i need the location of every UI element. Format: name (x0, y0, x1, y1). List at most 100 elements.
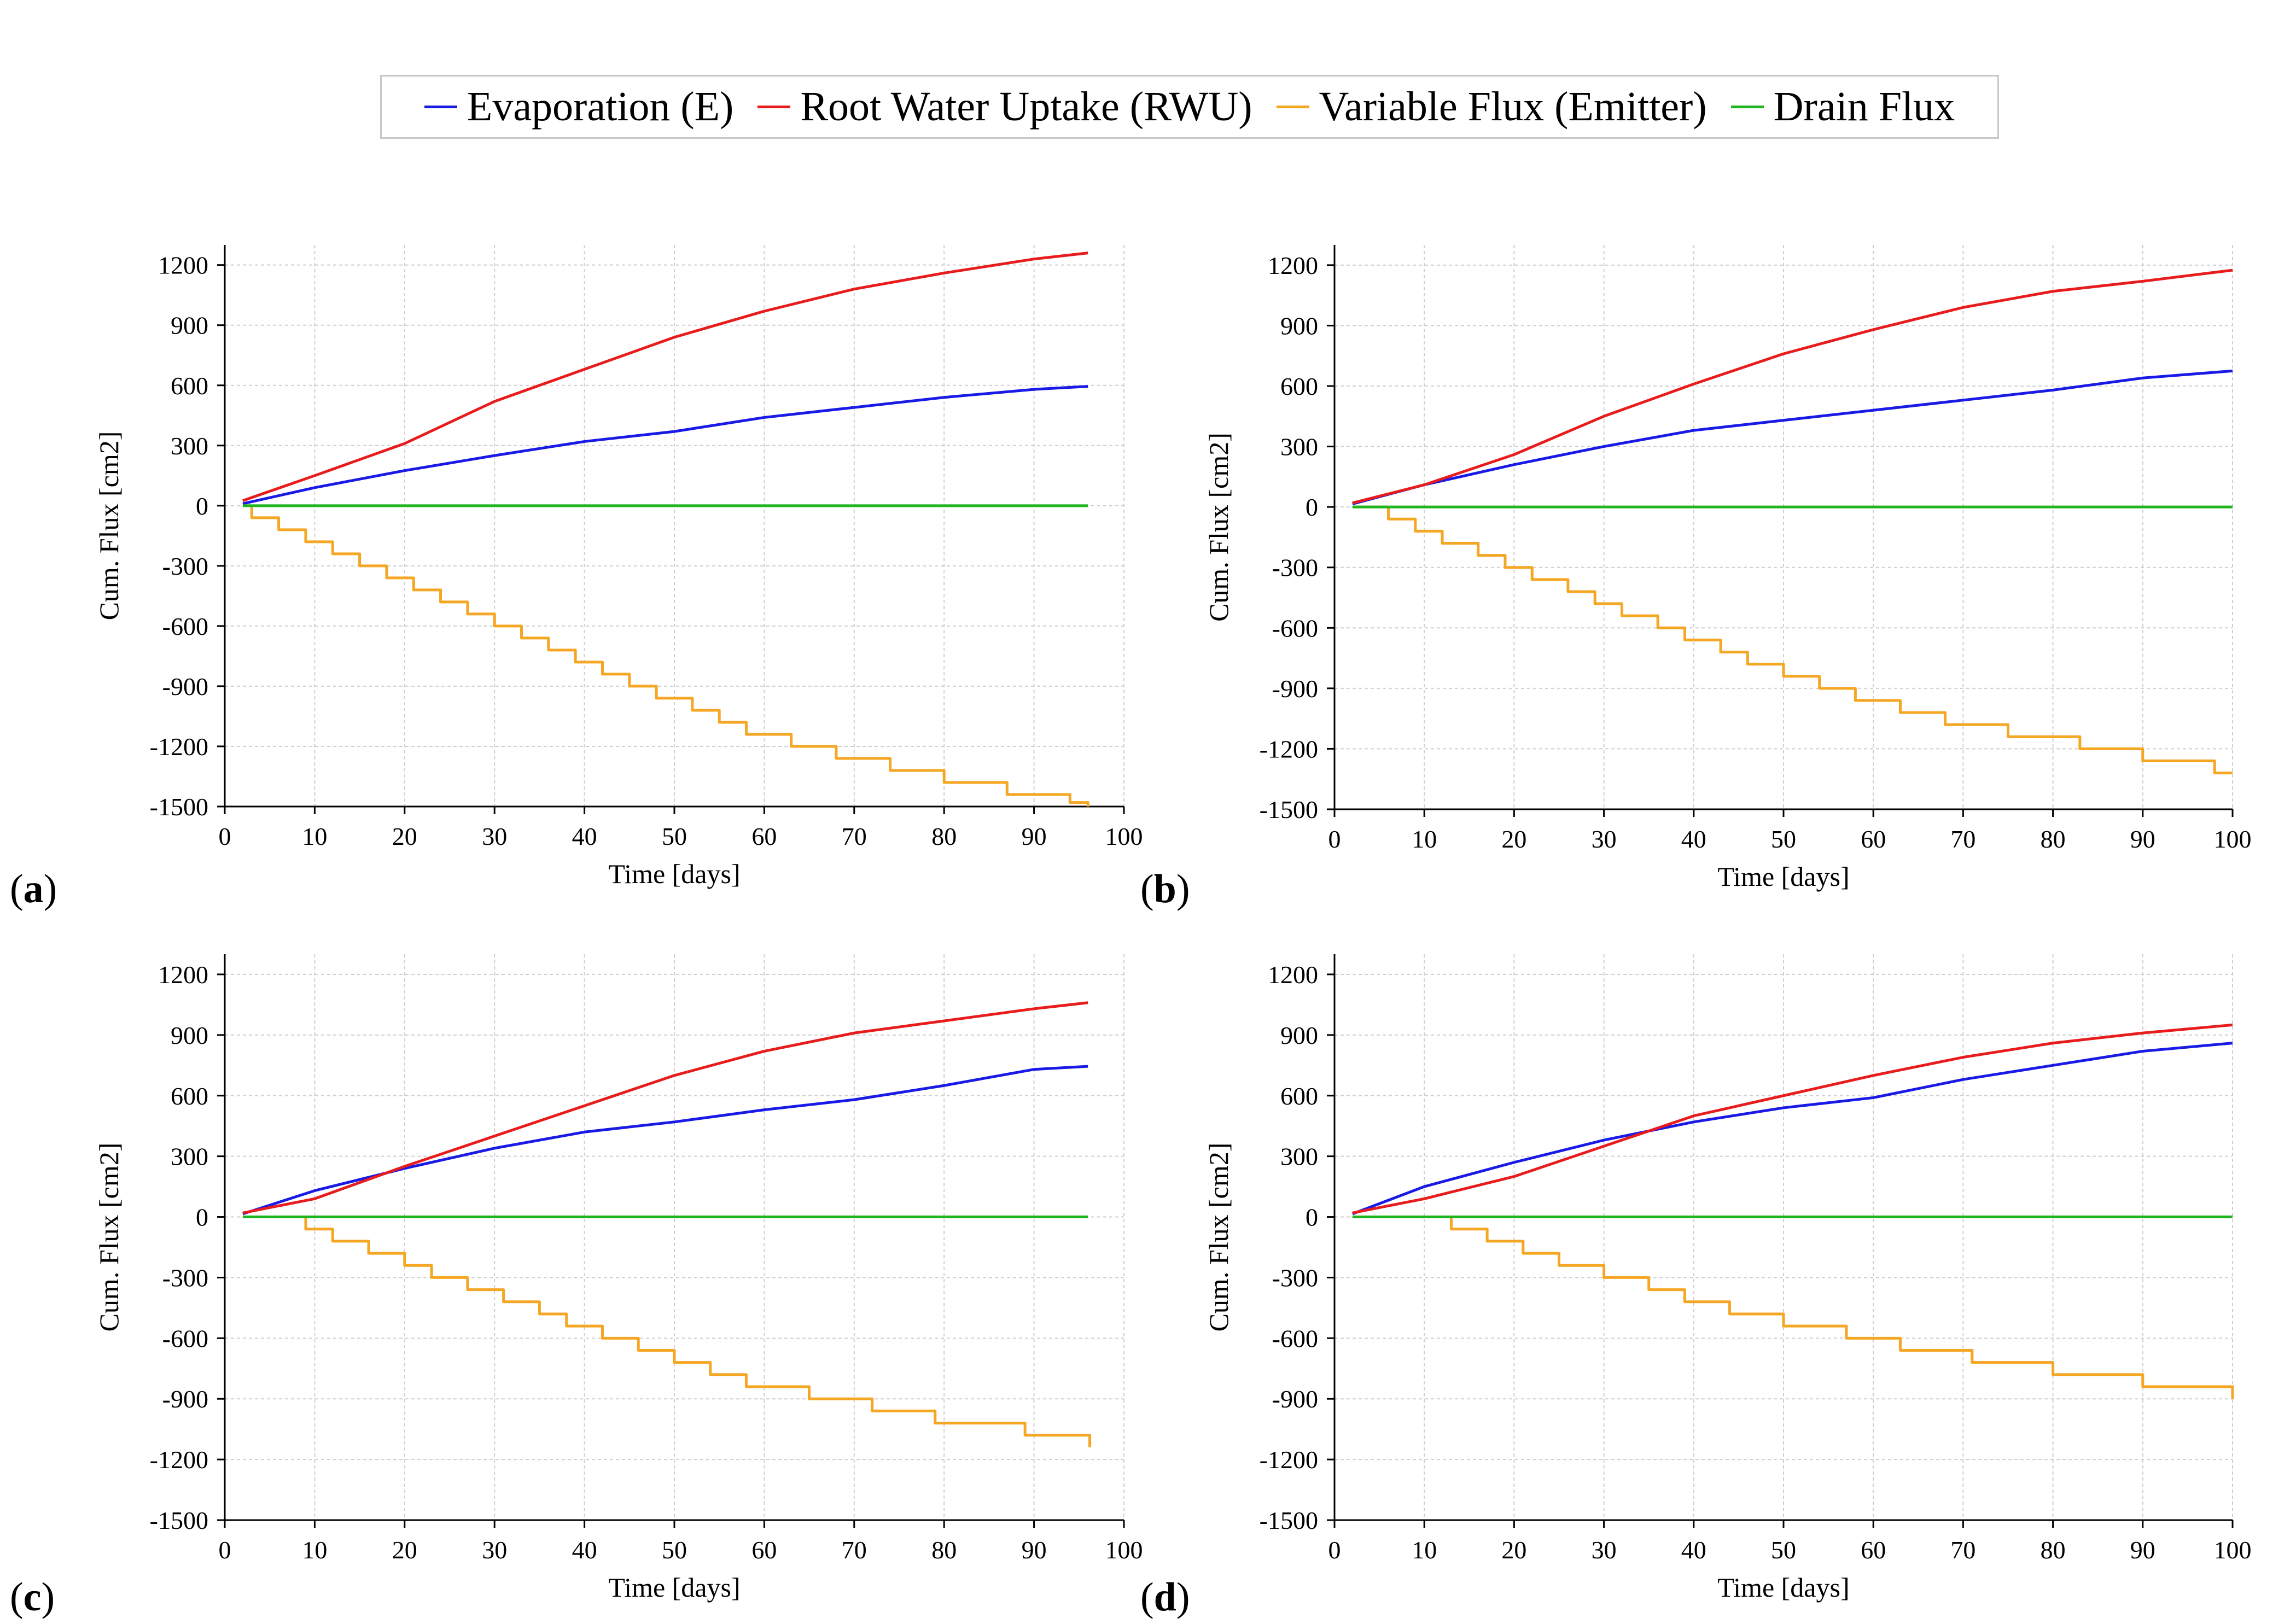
x-tick-label: 30 (1592, 825, 1617, 853)
y-tick-label: 600 (171, 1082, 208, 1110)
x-tick-label: 50 (662, 1536, 687, 1564)
y-tick-label: -300 (162, 552, 208, 580)
legend-label-drain-flux: Drain Flux (1773, 84, 1955, 130)
x-axis-label: Time [days] (608, 858, 740, 889)
x-tick-label: 0 (1328, 825, 1341, 853)
y-tick-label: -1200 (1260, 735, 1318, 763)
x-tick-label: 20 (392, 822, 417, 850)
x-tick-label: 80 (2041, 1536, 2066, 1564)
x-tick-label: 10 (302, 822, 327, 850)
y-tick-label: -300 (1272, 554, 1318, 582)
panel-label-a: (a) (10, 867, 57, 912)
y-tick-label: 900 (1280, 1021, 1318, 1049)
x-tick-label: 70 (842, 822, 867, 850)
y-tick-label: 1200 (158, 252, 208, 279)
x-tick-label: 40 (1681, 825, 1706, 853)
y-tick-label: -1500 (150, 1506, 208, 1534)
y-tick-label: -1500 (1260, 796, 1318, 823)
x-tick-label: 40 (572, 1536, 597, 1564)
x-tick-label: 30 (1592, 1536, 1617, 1564)
x-tick-label: 90 (1022, 822, 1047, 850)
legend-item-variable-flux: Variable Flux (Emitter) (1276, 83, 1707, 131)
x-tick-label: 50 (1771, 1536, 1796, 1564)
x-tick-label: 30 (482, 1536, 507, 1564)
x-tick-label: 0 (1328, 1536, 1341, 1564)
x-tick-label: 90 (2130, 1536, 2155, 1564)
legend-item-root-water-uptake: Root Water Uptake (RWU) (757, 83, 1252, 131)
y-tick-label: 1200 (1268, 252, 1318, 279)
y-tick-label: 300 (1280, 1143, 1318, 1171)
y-tick-label: 0 (1306, 1204, 1318, 1231)
series-line-evaporation-e (242, 1065, 1088, 1216)
y-tick-label: -600 (162, 612, 208, 640)
y-tick-label: 0 (1306, 493, 1318, 521)
x-tick-label: 60 (1861, 1536, 1886, 1564)
chart-panel-a: 0 10 20 30 40 50 60 70 80 90 100 -1500 -1200 -900 -600… (10, 245, 1143, 912)
y-axis-label: Cum. Flux [cm2] (1203, 433, 1234, 622)
y-tick-label: 600 (1280, 372, 1318, 400)
x-tick-label: 0 (219, 1536, 231, 1564)
panel-label-d: (d) (1140, 1575, 1190, 1620)
y-tick-label: -900 (1272, 675, 1318, 703)
x-tick-label: 10 (1412, 825, 1437, 853)
y-tick-label: 300 (1280, 433, 1318, 461)
x-tick-label: 20 (1501, 1536, 1526, 1564)
x-tick-label: 100 (1105, 822, 1143, 850)
x-axis-label: Time [days] (1717, 861, 1849, 892)
y-tick-label: 300 (171, 1143, 208, 1171)
chart-panel-c: 0 10 20 30 40 50 60 70 80 90 100 -1500 -1200 -900 -600… (10, 954, 1143, 1620)
series-line-root-water-uptake-rwu (242, 1001, 1088, 1214)
x-tick-label: 60 (751, 822, 777, 850)
x-tick-label: 100 (1105, 1536, 1143, 1564)
x-tick-label: 40 (572, 822, 597, 850)
x-tick-label: 10 (1412, 1536, 1437, 1564)
x-tick-label: 20 (392, 1536, 417, 1564)
y-tick-label: 1200 (158, 961, 208, 989)
series-line-root-water-uptake-rwu (1352, 1023, 2233, 1214)
x-axis-label: Time [days] (608, 1572, 740, 1603)
legend-swatch-drain-flux (1730, 106, 1764, 108)
y-tick-label: 300 (171, 432, 208, 460)
x-tick-label: 50 (662, 822, 687, 850)
x-tick-label: 80 (931, 1536, 957, 1564)
y-tick-label: 1200 (1268, 961, 1318, 989)
legend-item-evaporation: Evaporation (E) (424, 83, 733, 131)
series-line-evaporation-e (1351, 1042, 2233, 1216)
legend-swatch-variable-flux (1276, 106, 1309, 108)
x-tick-label: 80 (931, 822, 957, 850)
x-tick-label: 30 (482, 822, 507, 850)
x-tick-label: 70 (842, 1536, 867, 1564)
x-tick-label: 60 (751, 1536, 777, 1564)
legend-label-evaporation: Evaporation (E) (467, 84, 734, 130)
legend-swatch-root-water-uptake (757, 106, 791, 108)
legend-label-root-water-uptake: Root Water Uptake (RWU) (800, 84, 1252, 130)
panel-label-b: (b) (1140, 867, 1190, 912)
chart-panel-b: 0 10 20 30 40 50 60 70 80 90 100 -1500 -1200 -900 -600… (1140, 245, 2252, 912)
y-tick-label: -900 (162, 1385, 208, 1413)
y-axis-label: Cum. Flux [cm2] (1203, 1143, 1234, 1332)
y-tick-label: -900 (162, 673, 208, 700)
y-tick-label: -600 (1272, 614, 1318, 642)
series-line-variable-flux-emitter (242, 1216, 1092, 1447)
y-tick-label: -1500 (1260, 1506, 1318, 1534)
y-axis-label: Cum. Flux [cm2] (94, 431, 124, 621)
y-axis-label: Cum. Flux [cm2] (94, 1143, 124, 1332)
y-tick-label: -1200 (150, 733, 208, 761)
panel-label-c: (c) (10, 1575, 55, 1620)
y-tick-label: 900 (171, 312, 208, 340)
x-tick-label: 90 (1022, 1536, 1047, 1564)
x-tick-label: 20 (1501, 825, 1526, 853)
x-tick-label: 50 (1771, 825, 1796, 853)
x-tick-label: 10 (302, 1536, 327, 1564)
legend-label-variable-flux: Variable Flux (Emitter) (1319, 84, 1707, 130)
y-tick-label: -1200 (1260, 1446, 1318, 1474)
x-tick-label: 100 (2214, 825, 2252, 853)
x-axis-label: Time [days] (1717, 1572, 1849, 1603)
y-tick-label: -300 (162, 1264, 208, 1292)
y-tick-label: -600 (1272, 1324, 1318, 1352)
legend-item-drain-flux: Drain Flux (1730, 83, 1955, 131)
y-tick-label: -300 (1272, 1264, 1318, 1292)
y-tick-label: 900 (1280, 312, 1318, 340)
x-tick-label: 90 (2130, 825, 2155, 853)
